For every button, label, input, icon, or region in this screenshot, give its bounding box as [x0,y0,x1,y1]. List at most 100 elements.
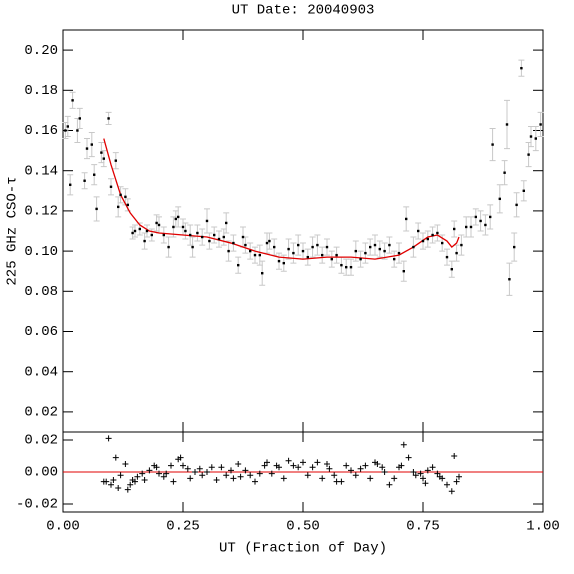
residual-point [196,465,203,472]
data-point [261,272,264,275]
data-point [491,143,494,146]
data-point [359,257,362,261]
residual-point [163,470,170,477]
data-point [174,217,177,221]
data-point [124,195,127,199]
residual-point [153,464,160,471]
residual-point [456,473,462,480]
y-tick-label: 0.14 [24,163,58,179]
y-tick-label: -0.02 [16,497,58,513]
data-point [388,243,391,247]
residual-point [352,472,359,479]
residual-point [228,467,234,474]
residual-point [276,464,282,471]
residual-point [412,472,419,479]
fit-line [103,138,460,260]
y-tick-label: 0.02 [24,405,58,421]
data-point [117,205,120,209]
data-point [71,99,74,102]
data-point [513,245,516,249]
data-point [232,241,235,245]
data-point [69,183,72,186]
data-point [181,225,185,229]
y-tick-label: 0.10 [24,244,58,260]
residual-point [451,453,458,459]
residual-point [453,478,460,485]
data-point [277,259,281,263]
data-point [503,171,506,174]
y-tick-label: 0.04 [24,364,58,380]
residual-point [180,462,186,469]
residual-point [108,481,114,488]
data-point [354,249,357,253]
residual-point [268,470,275,477]
data-point [208,239,211,243]
data-point [522,189,525,192]
x-tick-label: 1.00 [526,519,560,535]
residual-point [105,435,112,442]
residual-point [290,462,297,469]
data-point [397,251,401,255]
residual-point [434,470,441,477]
data-point [90,143,93,146]
residual-point [242,467,249,474]
residual-point [127,481,134,488]
residual-point [280,475,287,482]
residual-point [429,464,436,471]
data-point [145,229,149,233]
residual-point [300,459,306,466]
residual-point [156,470,162,477]
x-tick-label: 0.75 [406,519,440,535]
data-point [64,129,67,132]
residual-point [192,469,198,475]
residual-point [264,459,270,466]
data-point [474,215,477,219]
residual-point [417,470,424,477]
residual-point [304,472,311,479]
data-point [76,129,79,132]
residual-point [223,472,230,479]
residual-point [187,475,194,482]
residual-point [112,454,119,461]
residual-point [405,454,412,461]
data-point [249,249,252,253]
residual-point [374,461,381,467]
residual-point [348,467,354,474]
residual-point [168,462,174,469]
residual-point [230,475,237,482]
data-point [237,263,240,267]
y-axis-label: 225 GHz CSO-τ [5,176,21,285]
data-point [131,231,134,235]
residual-point [309,464,316,471]
data-point [201,235,204,239]
residual-point [252,478,258,485]
data-point [66,125,69,128]
residual-point [170,478,177,485]
data-point [321,253,324,257]
x-tick-label: 0.00 [46,519,80,535]
residual-point [124,486,131,493]
residual-point [261,462,268,469]
residual-point [410,469,417,475]
data-point [227,249,230,253]
data-point [383,249,386,253]
residual-point [314,459,321,466]
data-point [515,203,518,207]
data-point [505,123,509,126]
residual-point [391,475,398,482]
residual-point [218,464,225,471]
data-point [508,278,511,281]
residual-point [160,473,167,480]
x-tick-label: 0.50 [286,519,320,535]
residual-point [398,462,405,469]
data-point [189,233,192,237]
residual-point [379,464,386,471]
residual-point [204,469,210,475]
data-point [325,245,329,249]
data-point [340,263,343,267]
residual-point [357,465,364,472]
residual-point [117,472,124,479]
data-point [83,179,86,182]
data-point [436,231,439,235]
